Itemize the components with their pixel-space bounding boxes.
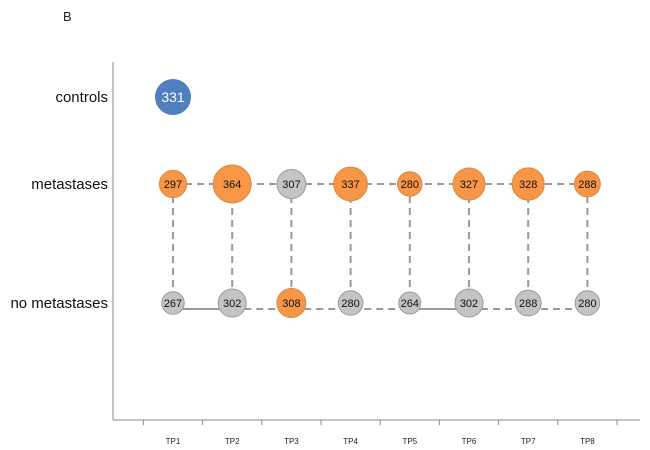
row-label: metastases — [31, 176, 108, 193]
bubble — [276, 287, 307, 319]
bubble-value-label: 364 — [223, 179, 241, 191]
bubble — [217, 288, 247, 318]
bubble — [574, 290, 601, 316]
bubble-value-label: 288 — [578, 179, 596, 191]
bubble — [573, 170, 601, 198]
bubble-value-label: 302 — [223, 298, 241, 310]
x-tick-label: TP7 — [521, 437, 536, 446]
bubble — [452, 167, 486, 201]
bubble — [212, 164, 252, 204]
bubble-value-label: 280 — [578, 298, 596, 310]
bubbles: 331 297 364 307 337 280 327 328 288 267 302 308 280 2… — [153, 77, 601, 319]
x-tick-label: TP5 — [402, 437, 417, 446]
bubble — [511, 167, 545, 201]
panel-letter: B — [63, 9, 72, 24]
bubble-value-label: 280 — [341, 298, 359, 310]
bubble-value-label: 327 — [460, 179, 478, 191]
bubble-value-label: 328 — [519, 179, 537, 191]
bubble — [333, 166, 368, 202]
bubble — [398, 291, 422, 315]
bubble-value-label: 302 — [460, 298, 478, 310]
bubble-value-label: 288 — [519, 298, 537, 310]
bubble — [397, 171, 423, 197]
row-labels: controls metastases no metastases — [10, 89, 108, 312]
bubble-value-label: 308 — [282, 298, 300, 310]
bubble-value-label: 264 — [401, 298, 419, 310]
bubble-value-label: 331 — [161, 89, 185, 105]
bubble-value-label: 267 — [164, 298, 182, 310]
bubble — [276, 169, 307, 199]
bubble — [514, 289, 542, 317]
bubble-value-label: 297 — [164, 179, 182, 191]
x-tick-label: TP8 — [580, 437, 595, 446]
bubble — [153, 77, 193, 117]
bubble-value-label: 280 — [401, 179, 419, 191]
bubble — [337, 290, 364, 316]
connector-lines — [172, 183, 589, 310]
bubble — [161, 291, 185, 315]
x-tick-label: TP6 — [462, 437, 477, 446]
bubble — [158, 169, 188, 199]
x-tick-label: TP1 — [166, 437, 181, 446]
x-tick-label: TP2 — [225, 437, 240, 446]
bubble-value-label: 337 — [341, 179, 359, 191]
chart-axes — [112, 62, 640, 425]
x-tick-labels: TP1 TP2 TP3 TP4 TP5 TP6 TP7 TP8 — [166, 437, 596, 446]
bubble-value-label: 307 — [282, 179, 300, 191]
row-label: no metastases — [10, 295, 108, 312]
x-tick-label: TP4 — [343, 437, 358, 446]
row-label: controls — [55, 89, 108, 106]
bubble — [454, 288, 484, 318]
x-tick-label: TP3 — [284, 437, 299, 446]
